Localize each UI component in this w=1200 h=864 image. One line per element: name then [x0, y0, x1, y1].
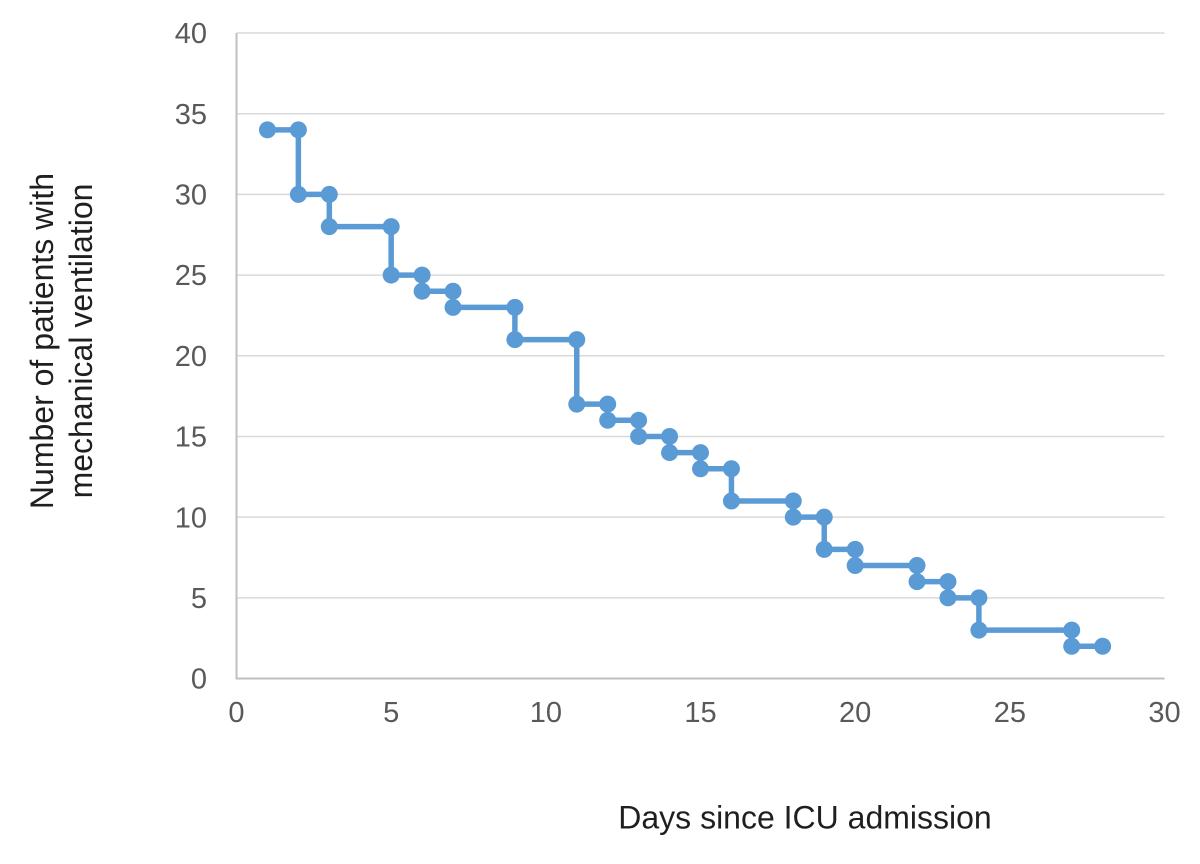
data-point-marker — [599, 411, 617, 429]
data-point-marker — [506, 331, 524, 349]
data-point-marker — [815, 508, 833, 526]
y-axis-title: Number of patients with mechanical venti… — [23, 173, 101, 509]
data-point-marker — [413, 282, 431, 300]
x-tick-label: 5 — [383, 697, 399, 729]
data-point-marker — [784, 508, 802, 526]
data-point-marker — [630, 427, 648, 445]
data-point-marker — [939, 589, 957, 607]
x-tick-label: 10 — [530, 697, 562, 729]
data-point-marker — [382, 218, 400, 236]
data-point-marker — [784, 492, 802, 510]
y-tick-label: 0 — [191, 664, 207, 696]
data-point-marker — [506, 298, 524, 316]
data-point-marker — [444, 298, 462, 316]
x-tick-label: 15 — [684, 697, 716, 729]
x-tick-label: 30 — [1148, 697, 1180, 729]
data-point-marker — [1063, 637, 1081, 655]
data-point-marker — [289, 121, 307, 139]
y-tick-label: 40 — [175, 18, 207, 50]
series-line — [264, 127, 1106, 649]
data-point-marker — [568, 331, 586, 349]
data-point-marker — [599, 395, 617, 413]
data-point-marker — [692, 460, 709, 478]
data-point-marker — [630, 411, 648, 429]
data-point-marker — [908, 573, 926, 591]
x-tick-label: 25 — [994, 697, 1026, 729]
data-point-marker — [692, 444, 709, 462]
x-axis-title: Days since ICU admission — [618, 799, 992, 836]
data-point-marker — [970, 621, 988, 639]
x-tick-label: 0 — [228, 697, 244, 729]
data-point-marker — [258, 121, 276, 139]
data-point-marker — [1063, 621, 1081, 639]
y-tick-label: 5 — [191, 583, 207, 615]
y-tick-label: 30 — [175, 180, 207, 212]
data-point-marker — [382, 266, 400, 284]
data-point-marker — [939, 573, 957, 591]
y-axis-title-line2: mechanical ventilation — [63, 183, 99, 499]
data-point-marker — [413, 266, 431, 284]
data-point-marker — [908, 557, 926, 575]
y-axis-title-line1: Number of patients with — [24, 172, 60, 510]
data-point-marker — [661, 427, 679, 445]
data-point-marker — [444, 282, 462, 300]
y-tick-label: 15 — [175, 422, 207, 454]
data-point-marker — [568, 395, 586, 413]
data-point-marker — [846, 540, 864, 558]
y-tick-label: 25 — [175, 260, 207, 292]
x-tick-label: 20 — [839, 697, 871, 729]
y-tick-label: 10 — [175, 502, 207, 534]
data-point-marker — [846, 557, 864, 575]
data-point-marker — [320, 218, 338, 236]
data-point-marker — [661, 444, 679, 462]
data-point-marker — [970, 589, 988, 607]
data-point-marker — [815, 540, 833, 558]
data-point-marker — [1094, 637, 1112, 655]
data-point-marker — [320, 185, 338, 203]
data-point-marker — [722, 492, 740, 510]
data-point-marker — [722, 460, 740, 478]
y-tick-label: 20 — [175, 341, 207, 373]
data-point-marker — [289, 185, 307, 203]
y-tick-label: 35 — [175, 99, 207, 131]
